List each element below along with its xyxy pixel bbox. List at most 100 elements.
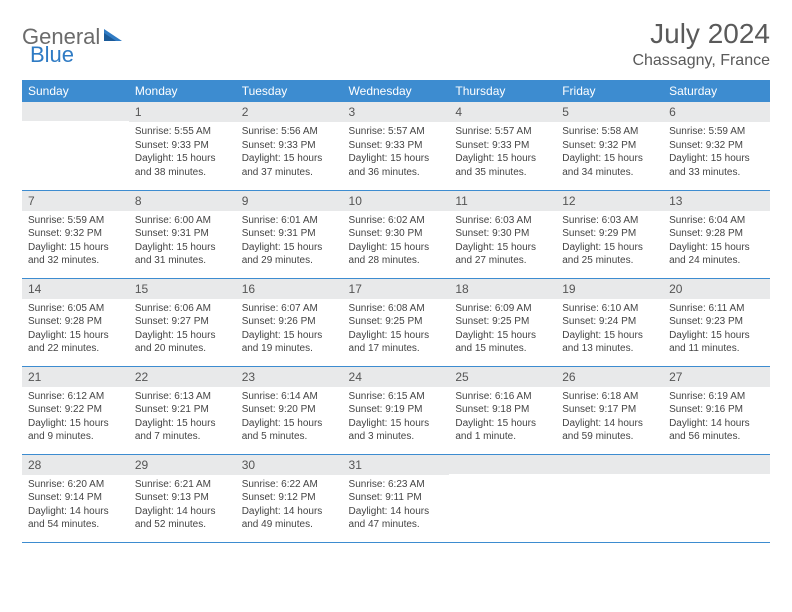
daylight-text: Daylight: 15 hours and 3 minutes. (349, 417, 444, 444)
calendar-day-cell: 16Sunrise: 6:07 AMSunset: 9:26 PMDayligh… (236, 278, 343, 366)
sunrise-text: Sunrise: 6:06 AM (135, 302, 230, 316)
day-details (556, 474, 663, 481)
day-details: Sunrise: 6:06 AMSunset: 9:27 PMDaylight:… (129, 299, 236, 360)
sunrise-text: Sunrise: 6:07 AM (242, 302, 337, 316)
day-number: 11 (449, 191, 556, 211)
sunrise-text: Sunrise: 6:00 AM (135, 214, 230, 228)
sunset-text: Sunset: 9:19 PM (349, 403, 444, 417)
calendar-day-cell: 2Sunrise: 5:56 AMSunset: 9:33 PMDaylight… (236, 102, 343, 190)
sunset-text: Sunset: 9:25 PM (349, 315, 444, 329)
day-number: 5 (556, 102, 663, 122)
sunset-text: Sunset: 9:30 PM (455, 227, 550, 241)
day-number: 12 (556, 191, 663, 211)
sunset-text: Sunset: 9:13 PM (135, 491, 230, 505)
day-number: 25 (449, 367, 556, 387)
day-details (22, 121, 129, 128)
sunrise-text: Sunrise: 6:14 AM (242, 390, 337, 404)
sunrise-text: Sunrise: 5:57 AM (455, 125, 550, 139)
day-number: 28 (22, 455, 129, 475)
day-number: 14 (22, 279, 129, 299)
daylight-text: Daylight: 14 hours and 54 minutes. (28, 505, 123, 532)
weekday-header: Friday (556, 80, 663, 102)
day-number: 17 (343, 279, 450, 299)
daylight-text: Daylight: 15 hours and 38 minutes. (135, 152, 230, 179)
day-details: Sunrise: 6:05 AMSunset: 9:28 PMDaylight:… (22, 299, 129, 360)
header: General July 2024 Chassagny, France (22, 18, 770, 70)
day-number: 9 (236, 191, 343, 211)
sunrise-text: Sunrise: 6:05 AM (28, 302, 123, 316)
calendar-day-cell: 6Sunrise: 5:59 AMSunset: 9:32 PMDaylight… (663, 102, 770, 190)
day-details: Sunrise: 6:13 AMSunset: 9:21 PMDaylight:… (129, 387, 236, 448)
daylight-text: Daylight: 15 hours and 33 minutes. (669, 152, 764, 179)
daylight-text: Daylight: 15 hours and 28 minutes. (349, 241, 444, 268)
day-number: 29 (129, 455, 236, 475)
day-number (449, 455, 556, 474)
calendar-week-row: 21Sunrise: 6:12 AMSunset: 9:22 PMDayligh… (22, 366, 770, 454)
daylight-text: Daylight: 15 hours and 20 minutes. (135, 329, 230, 356)
calendar-day-cell: 1Sunrise: 5:55 AMSunset: 9:33 PMDaylight… (129, 102, 236, 190)
calendar-day-cell: 9Sunrise: 6:01 AMSunset: 9:31 PMDaylight… (236, 190, 343, 278)
daylight-text: Daylight: 15 hours and 22 minutes. (28, 329, 123, 356)
daylight-text: Daylight: 15 hours and 25 minutes. (562, 241, 657, 268)
calendar-day-cell: 7Sunrise: 5:59 AMSunset: 9:32 PMDaylight… (22, 190, 129, 278)
day-details: Sunrise: 5:55 AMSunset: 9:33 PMDaylight:… (129, 122, 236, 183)
sunrise-text: Sunrise: 6:08 AM (349, 302, 444, 316)
sunset-text: Sunset: 9:16 PM (669, 403, 764, 417)
weekday-header-row: Sunday Monday Tuesday Wednesday Thursday… (22, 80, 770, 102)
day-number: 4 (449, 102, 556, 122)
day-number: 31 (343, 455, 450, 475)
calendar-day-cell: 5Sunrise: 5:58 AMSunset: 9:32 PMDaylight… (556, 102, 663, 190)
day-number: 18 (449, 279, 556, 299)
day-details (663, 474, 770, 481)
sunset-text: Sunset: 9:30 PM (349, 227, 444, 241)
sunrise-text: Sunrise: 6:10 AM (562, 302, 657, 316)
day-number: 21 (22, 367, 129, 387)
day-details: Sunrise: 5:59 AMSunset: 9:32 PMDaylight:… (22, 211, 129, 272)
daylight-text: Daylight: 15 hours and 13 minutes. (562, 329, 657, 356)
sunset-text: Sunset: 9:33 PM (455, 139, 550, 153)
day-number: 3 (343, 102, 450, 122)
calendar-day-cell: 23Sunrise: 6:14 AMSunset: 9:20 PMDayligh… (236, 366, 343, 454)
daylight-text: Daylight: 15 hours and 31 minutes. (135, 241, 230, 268)
day-details: Sunrise: 6:01 AMSunset: 9:31 PMDaylight:… (236, 211, 343, 272)
calendar-day-cell: 27Sunrise: 6:19 AMSunset: 9:16 PMDayligh… (663, 366, 770, 454)
sunset-text: Sunset: 9:28 PM (28, 315, 123, 329)
day-details: Sunrise: 6:10 AMSunset: 9:24 PMDaylight:… (556, 299, 663, 360)
daylight-text: Daylight: 15 hours and 7 minutes. (135, 417, 230, 444)
day-details: Sunrise: 6:03 AMSunset: 9:30 PMDaylight:… (449, 211, 556, 272)
sunrise-text: Sunrise: 6:21 AM (135, 478, 230, 492)
calendar-day-cell: 31Sunrise: 6:23 AMSunset: 9:11 PMDayligh… (343, 454, 450, 542)
day-number: 2 (236, 102, 343, 122)
day-number: 1 (129, 102, 236, 122)
sunrise-text: Sunrise: 6:04 AM (669, 214, 764, 228)
day-details: Sunrise: 6:04 AMSunset: 9:28 PMDaylight:… (663, 211, 770, 272)
logo-text-blue: Blue (30, 42, 74, 67)
sunrise-text: Sunrise: 6:11 AM (669, 302, 764, 316)
sunrise-text: Sunrise: 6:23 AM (349, 478, 444, 492)
sunset-text: Sunset: 9:32 PM (669, 139, 764, 153)
day-details: Sunrise: 5:59 AMSunset: 9:32 PMDaylight:… (663, 122, 770, 183)
sunrise-text: Sunrise: 6:13 AM (135, 390, 230, 404)
day-number (663, 455, 770, 474)
daylight-text: Daylight: 15 hours and 35 minutes. (455, 152, 550, 179)
calendar-day-cell: 18Sunrise: 6:09 AMSunset: 9:25 PMDayligh… (449, 278, 556, 366)
day-details: Sunrise: 6:16 AMSunset: 9:18 PMDaylight:… (449, 387, 556, 448)
sunrise-text: Sunrise: 6:22 AM (242, 478, 337, 492)
day-number: 19 (556, 279, 663, 299)
daylight-text: Daylight: 15 hours and 19 minutes. (242, 329, 337, 356)
calendar-table: Sunday Monday Tuesday Wednesday Thursday… (22, 80, 770, 543)
daylight-text: Daylight: 15 hours and 37 minutes. (242, 152, 337, 179)
daylight-text: Daylight: 14 hours and 56 minutes. (669, 417, 764, 444)
sunrise-text: Sunrise: 6:09 AM (455, 302, 550, 316)
sunrise-text: Sunrise: 6:15 AM (349, 390, 444, 404)
calendar-day-cell (449, 454, 556, 542)
day-details: Sunrise: 6:03 AMSunset: 9:29 PMDaylight:… (556, 211, 663, 272)
sunset-text: Sunset: 9:31 PM (135, 227, 230, 241)
sunset-text: Sunset: 9:33 PM (242, 139, 337, 153)
day-number: 26 (556, 367, 663, 387)
sunset-text: Sunset: 9:23 PM (669, 315, 764, 329)
sunset-text: Sunset: 9:21 PM (135, 403, 230, 417)
day-details: Sunrise: 6:02 AMSunset: 9:30 PMDaylight:… (343, 211, 450, 272)
daylight-text: Daylight: 15 hours and 27 minutes. (455, 241, 550, 268)
calendar-day-cell: 4 Sunrise: 5:57 AMSunset: 9:33 PMDaylight… (449, 102, 556, 190)
